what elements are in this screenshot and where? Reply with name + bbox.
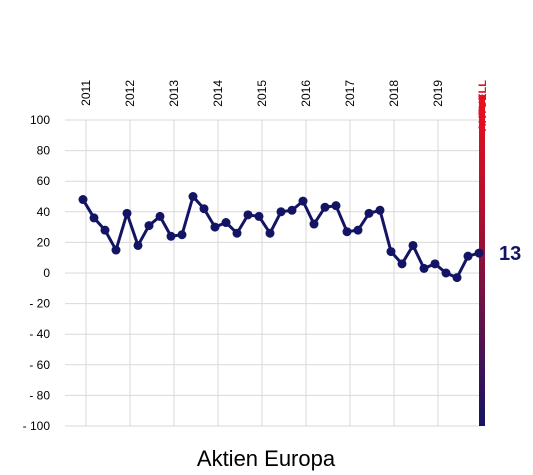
point xyxy=(221,218,231,228)
point xyxy=(276,207,286,217)
y-tick-label: - 60 xyxy=(29,358,50,372)
x-tick-label: 2018 xyxy=(387,80,401,107)
point xyxy=(177,230,187,240)
point xyxy=(298,196,308,206)
point xyxy=(463,251,473,261)
point xyxy=(144,221,154,231)
x-tick-label: 2011 xyxy=(79,80,93,106)
point xyxy=(155,211,165,221)
chart-title: Aktien Europa xyxy=(197,446,336,471)
y-tick-label: - 100 xyxy=(23,419,51,433)
y-tick-label: 80 xyxy=(37,144,51,158)
point xyxy=(199,204,209,214)
value-label: 13 xyxy=(499,243,521,265)
point xyxy=(331,201,341,211)
point xyxy=(441,268,451,278)
point xyxy=(397,259,407,269)
point xyxy=(111,245,121,255)
point xyxy=(474,248,484,258)
y-tick-label: - 40 xyxy=(29,327,50,341)
point xyxy=(78,195,88,205)
point xyxy=(452,273,462,283)
point xyxy=(89,213,99,223)
point xyxy=(133,240,143,250)
x-tick-label: 2015 xyxy=(255,80,269,107)
x-tick-label: 2016 xyxy=(299,80,313,107)
point xyxy=(419,263,429,273)
point xyxy=(342,227,352,237)
point xyxy=(232,228,242,238)
point xyxy=(309,219,319,229)
x-tick-label: 2019 xyxy=(431,80,445,107)
point xyxy=(408,240,418,250)
y-tick-label: 0 xyxy=(43,266,50,280)
x-tick-label: AKTUELL xyxy=(477,80,489,132)
point xyxy=(353,225,363,235)
x-tick-label: 2014 xyxy=(211,80,225,107)
y-tick-label: 100 xyxy=(30,113,50,127)
point xyxy=(243,210,253,220)
x-tick-label: 2017 xyxy=(343,80,357,107)
point xyxy=(430,259,440,269)
point xyxy=(100,225,110,235)
y-tick-label: - 80 xyxy=(29,388,50,402)
point xyxy=(254,211,264,221)
point xyxy=(166,231,176,241)
y-tick-label: - 20 xyxy=(29,297,50,311)
y-tick-label: 60 xyxy=(37,174,51,188)
point xyxy=(265,228,275,238)
y-tick-label: 40 xyxy=(37,205,51,219)
point xyxy=(386,247,396,257)
point xyxy=(364,208,374,218)
point xyxy=(287,205,297,215)
point xyxy=(122,208,132,218)
x-tick-label: 2013 xyxy=(167,80,181,107)
x-tick-label: 2012 xyxy=(123,80,137,107)
current-bar xyxy=(479,95,485,426)
point xyxy=(188,192,198,201)
point xyxy=(375,205,385,215)
point xyxy=(210,222,220,232)
point xyxy=(320,202,330,212)
y-tick-label: 20 xyxy=(37,235,51,249)
